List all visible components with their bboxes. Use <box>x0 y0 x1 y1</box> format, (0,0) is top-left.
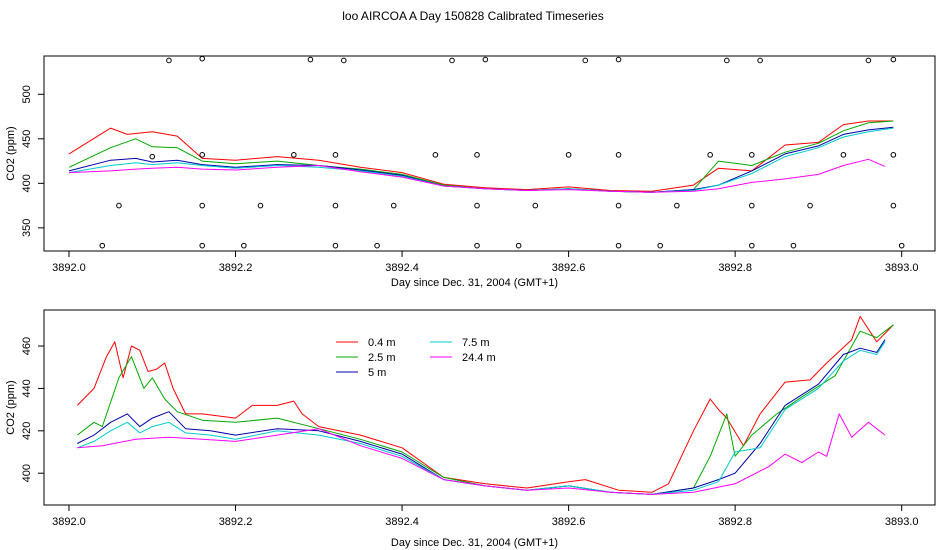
chart1-x-tick-label: 3892.8 <box>718 516 752 528</box>
chart1-x-tick-label: 3892.0 <box>52 516 86 528</box>
chart0-scatter-point <box>615 152 622 158</box>
chart0-scatter-point <box>474 242 480 249</box>
figure-title: loo AIRCOA A Day 150828 Calibrated Times… <box>342 9 603 23</box>
chart1-y-tick-label: 420 <box>21 422 33 440</box>
chart1-y-tick-label: 440 <box>21 379 33 397</box>
chart0-series-line-3 <box>68 127 894 193</box>
chart0-scatter-point <box>474 202 480 209</box>
chart1-y-tick-label: 460 <box>21 337 33 355</box>
chart0-x-tick-label: 3892.2 <box>219 262 253 274</box>
chart0-x-tick-label: 3892.4 <box>385 262 419 274</box>
chart0-scatter-point <box>757 57 763 64</box>
chart0-x-tick-label: 3892.8 <box>718 262 752 274</box>
chart0-scatter-point <box>615 242 622 249</box>
chart1-x-axis-label: Day since Dec. 31, 2004 (GMT+1) <box>391 537 558 549</box>
chart0-scatter-point <box>890 202 897 209</box>
chart0-scatter-point <box>790 242 797 249</box>
chart1-legend-label: 24.4 m <box>462 352 496 364</box>
chart0-scatter-point <box>749 202 755 209</box>
chart0-scatter-point <box>515 242 522 249</box>
chart0-scatter-point <box>332 152 339 158</box>
chart1-legend-label: 0.4 m <box>368 337 396 349</box>
chart1-y-tick-label: 400 <box>21 464 33 482</box>
chart0-scatter-point <box>482 56 489 63</box>
chart1-x-tick-label: 3893.0 <box>885 516 919 528</box>
chart1-series-line-0-4-m <box>76 315 894 493</box>
chart0-scatter-point <box>99 242 106 249</box>
chart1-series-line-24-4-m <box>77 413 886 495</box>
chart0-scatter-point <box>199 55 206 62</box>
chart0-x-tick-label: 3893.0 <box>885 262 919 274</box>
chart0-scatter-point <box>241 242 247 249</box>
chart0-series-line-4 <box>68 158 886 193</box>
chart0-y-tick-label: 350 <box>21 219 33 237</box>
chart1-plot-frame <box>43 309 936 506</box>
chart0-scatter-point <box>291 152 297 158</box>
chart0-y-tick-label: 450 <box>21 130 33 148</box>
chart1-x-tick-label: 3892.4 <box>385 516 419 528</box>
chart0-scatter-point <box>890 152 897 158</box>
chart-panel-top: 3892.0 3892.2 3892.4 3892.6 3892.8 3893.0 350 4… <box>5 55 936 289</box>
chart0-scatter-point <box>707 152 713 158</box>
chart0-scatter-point <box>307 56 314 63</box>
chart0-scatter-point <box>615 202 622 209</box>
chart0-scatter-point <box>116 202 122 209</box>
chart0-scatter-point <box>532 202 539 209</box>
chart0-scatter-point <box>474 152 480 158</box>
chart0-scatter-point <box>890 56 897 63</box>
chart1-series-line-7-5-m <box>77 341 886 495</box>
chart0-scatter-point <box>432 152 439 158</box>
chart0-series-line-0 <box>68 120 894 192</box>
chart-panel-bottom: 3892.0 3892.2 3892.4 3892.6 3892.8 3893.0 400 4… <box>5 309 936 549</box>
chart1-x-tick-label: 3892.6 <box>552 516 586 528</box>
chart1-legend-label: 5 m <box>368 367 386 379</box>
chart0-scatter-point <box>807 202 813 209</box>
chart0-scatter-point <box>565 152 572 158</box>
chart0-series-line-2 <box>68 126 894 193</box>
chart0-scatter-point <box>582 57 589 64</box>
chart1-y-axis-label: CO2 (ppm) <box>5 380 17 434</box>
chart0-scatter-point <box>449 57 455 64</box>
chart1-legend-label: 7.5 m <box>462 337 490 349</box>
chart1-x-tick-label: 3892.2 <box>219 516 253 528</box>
chart0-scatter-point <box>615 56 622 63</box>
chart0-scatter-point <box>840 152 847 158</box>
chart0-x-axis-label: Day since Dec. 31, 2004 (GMT+1) <box>391 277 558 289</box>
chart0-scatter-point <box>390 202 397 209</box>
chart0-scatter-point <box>898 242 905 249</box>
chart0-y-tick-label: 400 <box>21 174 33 192</box>
chart0-scatter-point <box>374 242 380 249</box>
chart0-scatter-point <box>199 242 206 249</box>
chart1-series-line-2-5-m <box>76 324 894 495</box>
chart0-scatter-point <box>199 202 206 209</box>
chart1-legend-label: 2.5 m <box>368 352 396 364</box>
chart0-scatter-point <box>166 57 172 64</box>
chart0-scatter-point <box>674 202 680 209</box>
chart0-scatter-point <box>340 57 347 64</box>
chart0-x-tick-label: 3892.0 <box>52 262 86 274</box>
chart0-x-tick-label: 3892.6 <box>552 262 586 274</box>
chart0-scatter-point <box>657 242 664 249</box>
chart0-scatter-point <box>149 153 156 160</box>
chart0-scatter-point <box>724 57 730 64</box>
chart0-y-tick-label: 500 <box>21 85 33 103</box>
chart0-scatter-point <box>257 202 264 209</box>
chart0-scatter-point <box>749 242 755 249</box>
chart0-scatter-point <box>199 152 206 158</box>
chart0-plot-frame <box>43 55 936 252</box>
chart0-scatter-point <box>332 202 339 209</box>
chart0-scatter-point <box>865 57 872 64</box>
chart0-scatter-point <box>332 242 339 249</box>
chart0-scatter-point <box>749 152 755 158</box>
chart0-y-axis-label: CO2 (ppm) <box>5 126 17 180</box>
